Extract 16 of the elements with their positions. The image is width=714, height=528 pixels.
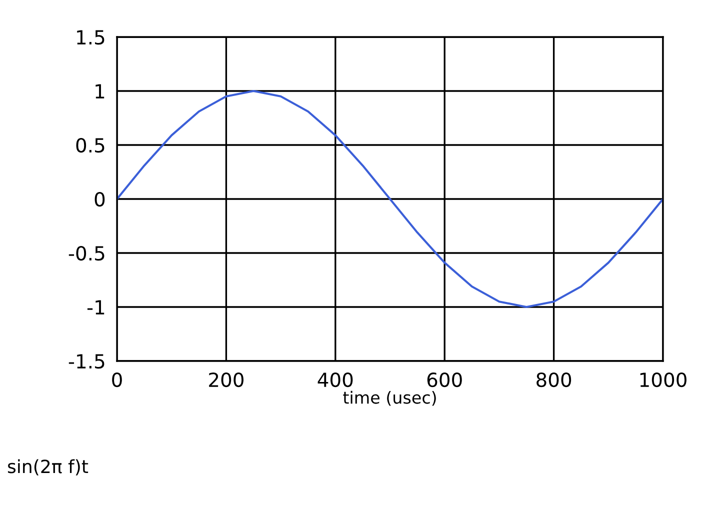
y-tick-label: -1 (87, 300, 104, 314)
x-tick-label: 200 (209, 372, 244, 388)
y-tick-label: -0.5 (68, 246, 104, 261)
y-tick-label: 0.5 (76, 138, 104, 153)
x-tick-label: 800 (536, 372, 572, 388)
y-tick-label: 1 (96, 84, 104, 98)
x-tick-label: 0 (112, 372, 122, 388)
y-tick-label: 1.5 (77, 30, 104, 45)
x-tick-label: 600 (427, 372, 462, 388)
x-tick-label: 1000 (640, 372, 686, 388)
x-axis-title: time (usec) (343, 390, 436, 406)
line-series (117, 90, 663, 308)
y-tick-label: 0 (94, 192, 105, 207)
text: sin(2π f)t (8, 459, 88, 476)
x-tick-label: 400 (318, 372, 353, 388)
y-tick-label: -1.5 (68, 354, 104, 369)
